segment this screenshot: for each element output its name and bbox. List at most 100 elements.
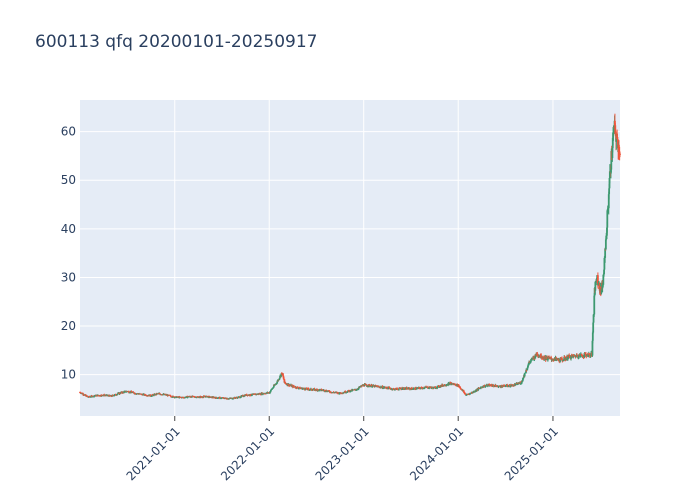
- candle-body: [99, 395, 102, 397]
- candle-body: [340, 393, 342, 394]
- candle-body: [460, 389, 463, 390]
- candle-body: [418, 387, 421, 389]
- x-tick-label: 2021-01-01: [124, 424, 183, 483]
- candle-body: [420, 387, 423, 389]
- candle-body: [387, 387, 390, 390]
- candle-body: [172, 396, 175, 398]
- candle-body: [249, 393, 252, 396]
- y-tick-label: 30: [61, 270, 76, 284]
- candle-body: [506, 384, 509, 387]
- candle-body: [284, 381, 287, 384]
- candle-body: [614, 125, 617, 135]
- candle-body: [133, 392, 135, 394]
- candle-body: [184, 397, 187, 398]
- candle-body: [438, 387, 441, 388]
- candle-body: [494, 384, 497, 387]
- candle-body: [415, 387, 417, 390]
- candle-body: [477, 387, 480, 391]
- candle-body: [112, 395, 114, 396]
- candle-body: [618, 144, 620, 153]
- x-gridlines: [174, 100, 554, 421]
- candle-body: [269, 391, 271, 394]
- candle-body: [82, 393, 85, 395]
- x-tick-labels: 2021-01-01 2022-01-01 2023-01-01 2024-01-01…: [124, 424, 561, 483]
- candle-body: [197, 396, 200, 398]
- candle-body: [265, 393, 268, 394]
- candle-body: [201, 396, 204, 398]
- candle-body: [328, 390, 330, 392]
- candle-body: [587, 355, 590, 357]
- y-tick-labels: 10 20 30 40 50 60: [61, 125, 76, 382]
- candle-body: [444, 384, 446, 386]
- candle-body: [128, 392, 131, 394]
- candle-body: [471, 392, 474, 394]
- candle-body: [427, 386, 429, 389]
- candle-body: [462, 390, 465, 393]
- candle-body: [320, 390, 323, 392]
- candle-body: [520, 383, 522, 385]
- candle-body: [565, 358, 568, 360]
- candle-body: [131, 392, 134, 394]
- candle-body: [422, 387, 425, 389]
- candle-body: [510, 385, 513, 387]
- candle-body: [338, 393, 341, 395]
- candle-body: [475, 389, 478, 391]
- candle-body: [273, 384, 276, 386]
- candle-body: [132, 391, 135, 393]
- candle-body: [344, 391, 347, 393]
- candle-body: [522, 377, 525, 379]
- candle-body: [594, 281, 597, 291]
- candle-body: [346, 392, 349, 393]
- candle-body: [380, 387, 383, 388]
- candle-body: [619, 153, 621, 155]
- candle-body: [145, 394, 147, 396]
- candle-body: [86, 395, 89, 397]
- candle-body: [459, 387, 462, 389]
- candle-body: [581, 354, 583, 357]
- candle-body: [402, 388, 404, 390]
- candle-body: [209, 397, 212, 398]
- candle-body: [412, 388, 415, 390]
- candle-body: [97, 395, 100, 397]
- candle-body: [208, 396, 211, 398]
- candle-body: [409, 388, 412, 390]
- candle-body: [97, 394, 100, 396]
- candle-body: [614, 120, 616, 126]
- candle-body: [540, 354, 542, 358]
- candle-body: [87, 396, 89, 398]
- candle-body: [479, 387, 482, 389]
- candle-body: [394, 389, 396, 391]
- candle-body: [219, 397, 222, 399]
- x-tick-label: 2023-01-01: [313, 424, 372, 483]
- candle-body: [570, 355, 572, 359]
- candle-body: [584, 353, 587, 355]
- candle-body: [242, 396, 245, 398]
- candle-body: [280, 374, 283, 377]
- candle-body: [381, 386, 384, 389]
- candle-body: [149, 394, 152, 397]
- candle-body: [553, 358, 556, 361]
- chart-title: 600113 qfq 20200101-20250917: [35, 32, 318, 52]
- candle-body: [592, 314, 595, 323]
- candle-body: [134, 392, 136, 394]
- candle-body: [434, 386, 437, 389]
- candle-body: [233, 397, 236, 399]
- candle-body: [596, 275, 599, 285]
- candle-body: [545, 359, 547, 361]
- candle-body: [93, 395, 96, 397]
- candle-body: [459, 388, 462, 390]
- candle-body: [103, 394, 106, 396]
- candle-body: [215, 397, 218, 398]
- candle-body: [429, 386, 432, 388]
- candle-body: [108, 395, 111, 396]
- candle-body: [305, 388, 308, 390]
- candle-body: [563, 356, 566, 361]
- candle-body: [404, 387, 406, 389]
- candle-body: [239, 397, 242, 399]
- candle-body: [578, 355, 580, 358]
- candle-body: [528, 361, 530, 365]
- candle-body: [602, 274, 605, 285]
- candle-body: [591, 340, 594, 356]
- candle-body: [125, 391, 127, 393]
- candle-body: [282, 373, 284, 376]
